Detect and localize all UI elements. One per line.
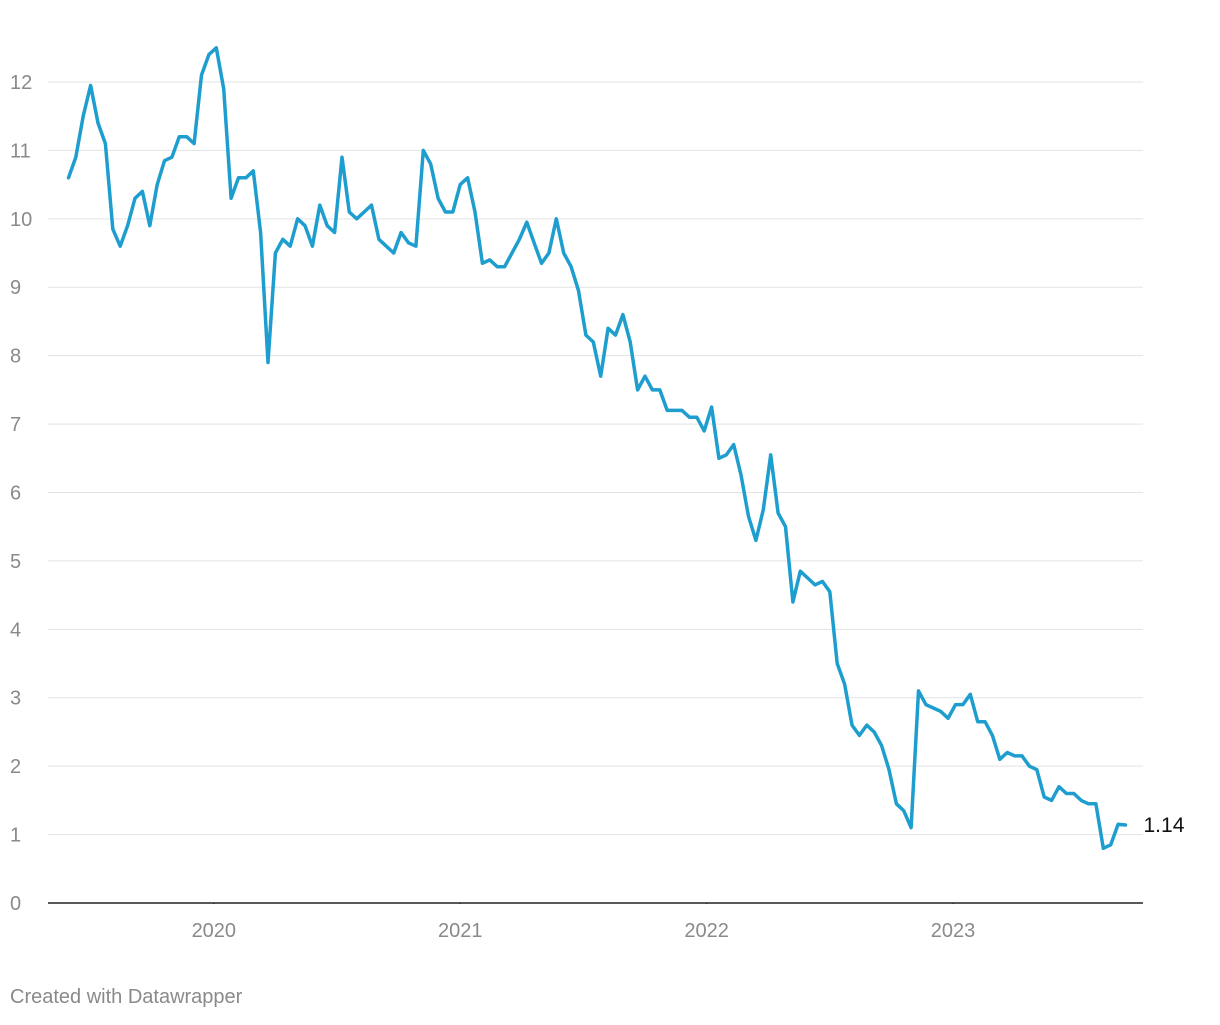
y-tick-label: 12	[10, 72, 32, 94]
line	[66, 46, 1128, 851]
y-tick-label: 7	[10, 414, 21, 436]
y-tick-label: 6	[10, 482, 21, 504]
x-tick-label: 2021	[438, 920, 483, 942]
y-tick-label: 8	[10, 346, 21, 368]
y-tick-label: 4	[10, 619, 21, 641]
y-tick-label: 1	[10, 825, 21, 847]
y-tick-label: 2	[10, 756, 21, 778]
x-tick-label: 2022	[684, 920, 729, 942]
y-tick-label: 9	[10, 277, 21, 299]
y-tick-label: 11	[10, 140, 31, 162]
y-tick-label: 0	[10, 893, 21, 915]
credit: Created with Datawrapper	[10, 986, 243, 1008]
y-tick-label: 5	[10, 551, 21, 573]
y-tick-label: 3	[10, 688, 21, 710]
x-tick-label: 2020	[192, 920, 237, 942]
x-tick-label: 2023	[931, 920, 976, 942]
y-tick-label: 10	[10, 209, 32, 231]
end-value-label: 1.14	[1144, 814, 1185, 837]
